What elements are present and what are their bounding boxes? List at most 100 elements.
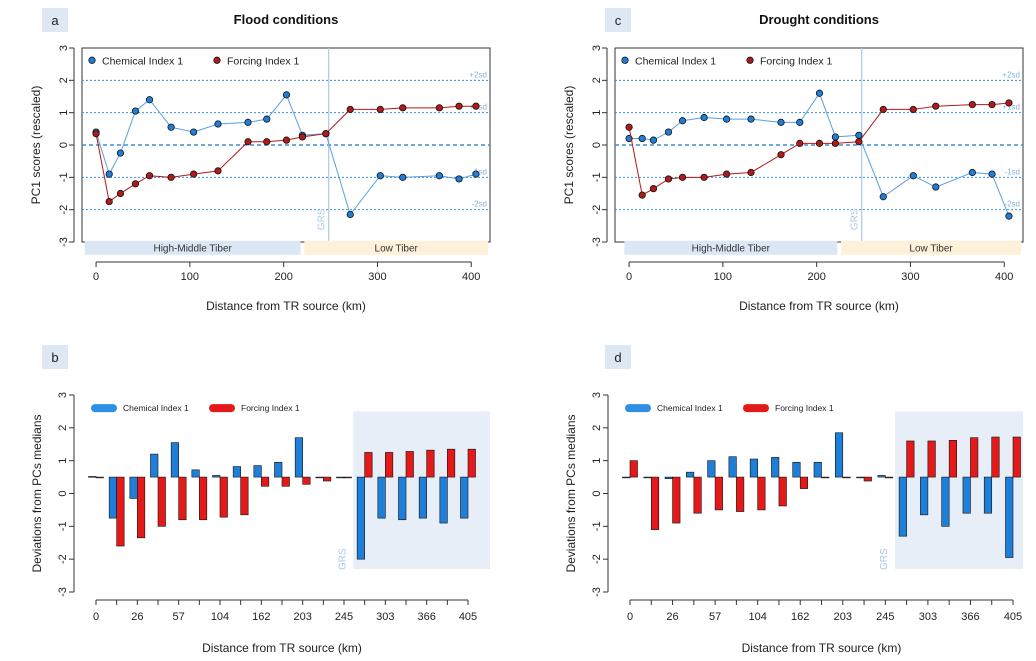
data-point bbox=[167, 173, 175, 181]
reference-line-label: +2sd bbox=[469, 70, 487, 79]
bar bbox=[336, 476, 345, 479]
bar bbox=[970, 437, 979, 478]
y-tick-label: 1 bbox=[591, 110, 603, 116]
x-tick-label: 366 bbox=[417, 611, 435, 623]
bar bbox=[315, 476, 324, 479]
x-tick-label: 300 bbox=[901, 271, 919, 283]
panel-d-drought-bar-chart: GRS -3 -2 -1 0 1 2 3 Deviations from PCs medians… bbox=[564, 392, 1023, 655]
x-tick-label: 0 bbox=[626, 271, 632, 283]
data-point bbox=[399, 173, 407, 181]
legend-label: Forcing Index 1 bbox=[241, 403, 300, 413]
bar bbox=[941, 476, 950, 527]
data-point bbox=[625, 123, 633, 131]
data-point bbox=[472, 102, 480, 110]
data-point bbox=[831, 139, 840, 147]
panel-tag-d-bg bbox=[605, 345, 631, 369]
bar bbox=[799, 476, 809, 489]
panel-c-drought-line-chart: Drought conditions -3 -2 -1 0 1 2 3 PC1 scores (… bbox=[562, 12, 1024, 313]
data-point bbox=[145, 96, 154, 104]
bar bbox=[898, 476, 907, 537]
bar bbox=[426, 449, 435, 478]
data-point bbox=[988, 170, 996, 178]
data-point bbox=[855, 138, 863, 146]
data-point bbox=[723, 115, 731, 123]
panel-tag-a: a bbox=[51, 13, 59, 28]
bar bbox=[983, 476, 993, 514]
x-tick-label: 0 bbox=[93, 611, 99, 623]
x-axis-label: Distance from TR source (km) bbox=[206, 299, 366, 313]
x-tick-label: 405 bbox=[459, 611, 477, 623]
data-point bbox=[815, 139, 824, 147]
data-point bbox=[298, 133, 307, 141]
data-point bbox=[435, 104, 443, 112]
data-point bbox=[932, 183, 940, 191]
y-tick-label: 1 bbox=[58, 110, 70, 116]
x-tick-label: 57 bbox=[709, 611, 721, 623]
legend-label: Forcing Index 1 bbox=[775, 403, 834, 413]
x-axis-label: Distance from TR source (km) bbox=[739, 299, 899, 313]
x-tick-label: 162 bbox=[791, 611, 809, 623]
x-tick-label: 26 bbox=[131, 611, 143, 623]
data-point bbox=[472, 170, 480, 178]
panel-tag-b-bg bbox=[42, 345, 68, 369]
data-point bbox=[1005, 99, 1013, 107]
data-point bbox=[968, 100, 976, 109]
data-point bbox=[263, 115, 271, 123]
panel-tag-a-bg bbox=[42, 8, 68, 32]
grs-label: GRS bbox=[850, 208, 861, 230]
legend-marker bbox=[746, 56, 754, 64]
y-tick-label: 2 bbox=[591, 425, 603, 431]
bar bbox=[877, 475, 886, 478]
bar bbox=[962, 476, 971, 514]
bar bbox=[157, 476, 166, 527]
bar bbox=[707, 460, 716, 478]
reference-line-label: +1sd bbox=[1002, 103, 1020, 112]
panel-a-flood-line-chart: Flood conditions -3 -2 -1 0 1 2 3 PC1 scores (re… bbox=[29, 12, 491, 313]
data-point bbox=[777, 151, 785, 159]
bar bbox=[629, 460, 638, 478]
bar bbox=[439, 476, 448, 524]
data-point bbox=[855, 131, 863, 139]
bar bbox=[418, 476, 427, 519]
reference-line-label: -2sd bbox=[471, 200, 487, 209]
bar bbox=[95, 476, 104, 479]
y-tick-label: -3 bbox=[57, 587, 69, 597]
bar bbox=[240, 476, 249, 516]
y-tick-label: 0 bbox=[57, 490, 69, 496]
region-bar bbox=[304, 240, 489, 255]
bar bbox=[191, 469, 200, 478]
x-tick-label: 200 bbox=[807, 271, 825, 283]
bar bbox=[885, 476, 894, 479]
bar bbox=[294, 437, 303, 478]
data-point bbox=[167, 123, 175, 131]
reference-line-label: -1sd bbox=[471, 167, 487, 176]
legend-label: Chemical Index 1 bbox=[657, 403, 723, 413]
data-point bbox=[909, 172, 917, 180]
bar bbox=[219, 476, 228, 518]
y-tick-label: -1 bbox=[591, 172, 603, 182]
data-point bbox=[376, 105, 384, 114]
data-point bbox=[747, 168, 755, 177]
y-tick-label: 2 bbox=[58, 77, 70, 83]
bar bbox=[821, 476, 830, 479]
bar bbox=[749, 458, 758, 478]
legend-label: Chemical Index 1 bbox=[102, 55, 183, 67]
bar bbox=[693, 476, 702, 514]
x-tick-label: 104 bbox=[211, 611, 229, 623]
bar bbox=[377, 476, 386, 519]
bar bbox=[906, 440, 915, 478]
bar bbox=[232, 466, 241, 478]
x-tick-label: 203 bbox=[834, 611, 852, 623]
data-point bbox=[214, 167, 222, 175]
data-point bbox=[282, 91, 291, 99]
bar bbox=[343, 476, 352, 479]
y-tick-label: 3 bbox=[57, 392, 69, 398]
data-point bbox=[638, 134, 646, 143]
reference-line-label: -2sd bbox=[1004, 200, 1020, 209]
region-bar bbox=[624, 240, 838, 255]
y-tick-label: 3 bbox=[591, 45, 603, 51]
panel-tag-b: b bbox=[51, 350, 58, 365]
bar bbox=[650, 476, 660, 530]
bar bbox=[88, 476, 97, 478]
